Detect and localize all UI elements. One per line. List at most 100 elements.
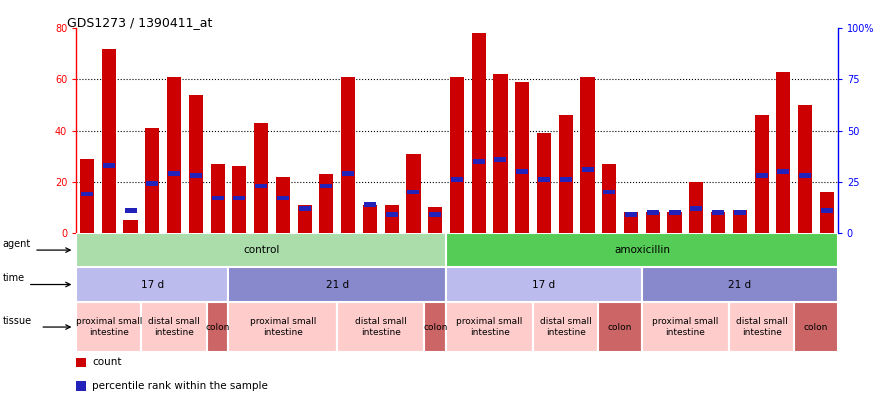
Bar (363, 205, 377, 233)
Bar (342, 171, 354, 176)
Bar (668, 210, 681, 215)
Bar (146, 181, 159, 186)
Bar (712, 210, 724, 215)
Text: agent: agent (3, 239, 31, 249)
Text: colon: colon (423, 322, 447, 332)
Bar (341, 77, 355, 233)
Bar (668, 212, 682, 233)
Bar (428, 207, 443, 233)
Bar (76, 358, 86, 367)
Bar (76, 233, 446, 267)
Text: colon: colon (205, 322, 229, 332)
Bar (190, 173, 202, 178)
Bar (124, 220, 138, 233)
Text: amoxicillin: amoxicillin (614, 245, 670, 255)
Bar (582, 167, 593, 172)
Text: control: control (243, 245, 280, 255)
Bar (754, 115, 769, 233)
Bar (189, 95, 202, 233)
Bar (581, 77, 595, 233)
Bar (446, 233, 838, 267)
Bar (145, 128, 159, 233)
Text: colon: colon (804, 322, 828, 332)
Bar (80, 159, 94, 233)
Bar (820, 192, 834, 233)
Bar (254, 123, 268, 233)
Bar (211, 196, 224, 200)
Bar (603, 190, 616, 194)
Bar (228, 302, 337, 352)
Bar (425, 302, 446, 352)
Bar (794, 302, 838, 352)
Bar (599, 302, 642, 352)
Bar (233, 196, 246, 200)
Bar (494, 75, 507, 233)
Bar (690, 206, 702, 211)
Text: distal small
intestine: distal small intestine (148, 317, 200, 337)
Bar (297, 205, 312, 233)
Bar (103, 163, 115, 168)
Bar (647, 210, 659, 215)
Bar (533, 302, 599, 352)
Bar (711, 212, 725, 233)
Bar (689, 182, 703, 233)
Bar (232, 166, 246, 233)
Text: distal small
intestine: distal small intestine (355, 317, 407, 337)
Bar (642, 302, 729, 352)
Bar (734, 210, 745, 215)
Bar (211, 164, 225, 233)
Text: 21 d: 21 d (326, 279, 349, 290)
Bar (76, 267, 228, 302)
Text: colon: colon (608, 322, 633, 332)
Bar (538, 177, 550, 182)
Bar (559, 115, 573, 233)
Text: tissue: tissue (3, 316, 32, 326)
Bar (778, 169, 789, 174)
Bar (451, 177, 463, 182)
Text: count: count (92, 357, 122, 367)
Text: 21 d: 21 d (728, 279, 752, 290)
Text: proximal small
intestine: proximal small intestine (456, 317, 522, 337)
Bar (407, 153, 420, 233)
Bar (102, 49, 116, 233)
Bar (446, 267, 642, 302)
Bar (319, 174, 333, 233)
Bar (799, 173, 811, 178)
Text: time: time (3, 273, 25, 283)
Bar (364, 202, 376, 207)
Bar (821, 208, 833, 213)
Bar (337, 302, 425, 352)
Bar (642, 267, 838, 302)
Bar (408, 190, 419, 194)
Bar (776, 72, 790, 233)
Bar (167, 77, 181, 233)
Bar (537, 133, 551, 233)
Bar (755, 173, 768, 178)
Bar (384, 205, 399, 233)
Text: distal small
intestine: distal small intestine (736, 317, 788, 337)
Bar (76, 302, 142, 352)
Bar (429, 212, 441, 217)
Bar (142, 302, 207, 352)
Bar (385, 212, 398, 217)
Bar (207, 302, 228, 352)
Bar (516, 169, 529, 174)
Bar (602, 164, 616, 233)
Bar (125, 208, 136, 213)
Bar (298, 206, 311, 211)
Bar (276, 177, 290, 233)
Bar (471, 34, 486, 233)
Bar (76, 382, 86, 391)
Bar (733, 210, 747, 233)
Text: proximal small
intestine: proximal small intestine (250, 317, 316, 337)
Bar (495, 157, 506, 162)
Text: percentile rank within the sample: percentile rank within the sample (92, 381, 268, 391)
Bar (560, 177, 572, 182)
Bar (81, 192, 93, 196)
Text: 17 d: 17 d (141, 279, 164, 290)
Bar (321, 183, 332, 188)
Bar (624, 212, 638, 233)
Text: distal small
intestine: distal small intestine (540, 317, 591, 337)
Bar (228, 267, 446, 302)
Bar (446, 302, 533, 352)
